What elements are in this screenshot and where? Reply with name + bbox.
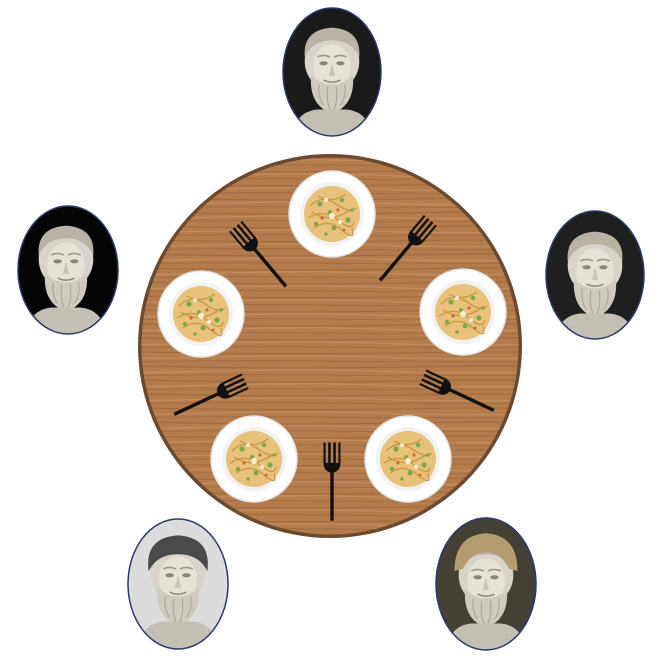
- philosopher-left: [17, 205, 119, 335]
- philosopher-bottom-right: [435, 517, 537, 651]
- spaghetti-plate-icon: [157, 270, 245, 358]
- spaghetti-plate-icon: [288, 170, 376, 258]
- philosopher-top: [282, 7, 382, 137]
- philosopher-bust-icon: [443, 533, 529, 650]
- philosopher-bust-icon: [135, 535, 221, 649]
- philosopher-right: [545, 210, 645, 340]
- spaghetti-plate-icon: [210, 415, 298, 503]
- spaghetti-plate-icon: [419, 268, 507, 356]
- philosopher-bottom-left: [127, 518, 229, 650]
- spaghetti-plate-icon: [364, 415, 452, 503]
